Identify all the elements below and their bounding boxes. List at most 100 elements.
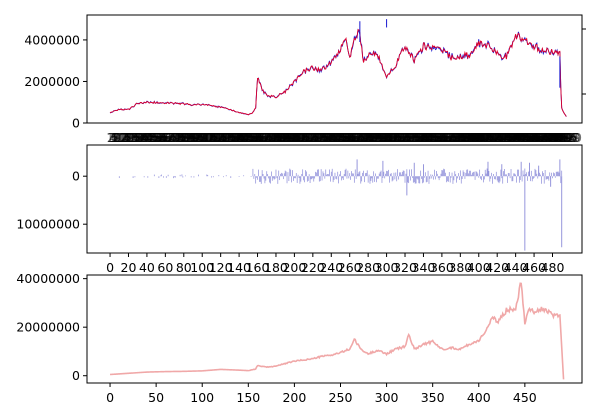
top-x-tick-label: 322 — [394, 130, 418, 145]
top-x-tick-label: 382 — [449, 130, 473, 145]
top-x-tick-label: 114 — [202, 130, 226, 145]
top-x-tick-label: 211 — [292, 130, 316, 145]
top-x-tick-label: 279 — [354, 130, 378, 145]
top-x-tick-label: 217 — [297, 130, 321, 145]
top-x-tick-label: 212 — [293, 130, 317, 145]
top-x-tick-label: 101 — [190, 130, 214, 145]
top-x-tick-label: 223 — [303, 130, 327, 145]
top-x-tick-label: 22 — [121, 130, 137, 145]
top-x-tick-label: 318 — [390, 130, 414, 145]
top-x-tick-label: 347 — [417, 130, 441, 145]
top-x-tick-label: 268 — [344, 130, 368, 145]
top-x-tick-label: 488 — [547, 130, 571, 145]
top-x-tick-label: 314 — [387, 130, 411, 145]
top-x-tick-label: 147 — [233, 130, 257, 145]
top-x-tick-label: 289 — [364, 130, 388, 145]
top-x-tick-label: 83 — [178, 130, 194, 145]
top-x-tick-label: 235 — [314, 130, 338, 145]
bottom-series-group — [109, 282, 565, 380]
top-x-tick-label: 122 — [210, 130, 234, 145]
top-x-tick-label: 301 — [375, 130, 399, 145]
middle-x-tick-label: 460 — [522, 260, 546, 275]
top-x-tick-label: 417 — [482, 130, 506, 145]
top-x-tick-label: 373 — [441, 130, 465, 145]
top-y-ticks: 0 2000000 4000000 — [24, 32, 87, 131]
top-x-tick-label: 73 — [168, 130, 184, 145]
top-x-tick-label: 421 — [485, 130, 509, 145]
top-x-tick-label: 283 — [358, 130, 382, 145]
top-x-tick-label: 248 — [326, 130, 350, 145]
bottom-x-ticks: 0 50 100 150 200 250 300 350 400 450 — [106, 383, 537, 405]
top-x-tick-label: 127 — [214, 130, 238, 145]
top-x-tick-label: 56 — [153, 130, 169, 145]
top-x-tick-label: 52 — [149, 130, 165, 145]
top-x-tick-label: 346 — [416, 130, 440, 145]
top-x-tick-label: 424 — [488, 130, 512, 145]
cumulative-line — [109, 282, 565, 380]
top-x-tick-label: 168 — [252, 130, 276, 145]
top-x-tick-label: 481 — [541, 130, 565, 145]
bottom-x-tick-label: 150 — [236, 390, 260, 405]
top-x-tick-label: 215 — [295, 130, 319, 145]
bottom-y-ticks: 0 20000000 40000000 — [16, 271, 87, 383]
top-x-tick-label: 213 — [294, 130, 318, 145]
top-x-tick-label: 186 — [269, 130, 293, 145]
top-x-tick-label: 132 — [219, 130, 243, 145]
top-x-tick-label: 62 — [158, 130, 174, 145]
top-x-tick-label: 28 — [127, 130, 143, 145]
top-x-tick-label: 82 — [177, 130, 193, 145]
middle-x-tick-label: 20 — [121, 260, 137, 275]
top-x-tick-label: 129 — [216, 130, 240, 145]
top-x-tick-label: 33 — [132, 130, 148, 145]
top-x-tick-label: 345 — [415, 130, 439, 145]
top-x-tick-label: 395 — [461, 130, 485, 145]
top-x-tick-label: 261 — [338, 130, 362, 145]
top-x-tick-label: 344 — [414, 130, 438, 145]
top-x-tick-label: 264 — [341, 130, 365, 145]
top-x-tick-label: 238 — [317, 130, 341, 145]
top-x-tick-label: 195 — [277, 130, 301, 145]
top-x-tick-label: 85 — [180, 130, 196, 145]
top-x-tick-label: 334 — [405, 130, 429, 145]
top-x-tick-label: 364 — [433, 130, 457, 145]
top-x-tick-label: 151 — [236, 130, 260, 145]
top-x-tick-label: 184 — [267, 130, 291, 145]
top-x-tick-label: 47 — [144, 130, 160, 145]
top-x-tick-label: 105 — [194, 130, 218, 145]
top-x-tick-label: 191 — [273, 130, 297, 145]
top-x-tick-label: 499 — [557, 130, 581, 145]
top-x-tick-label: 153 — [238, 130, 262, 145]
middle-x-tick-label: 260 — [338, 260, 362, 275]
top-x-tick-label: 38 — [136, 130, 152, 145]
top-x-tick-label: 439 — [502, 130, 526, 145]
top-x-tick-label: 71 — [167, 130, 183, 145]
top-x-tick-label: 403 — [469, 130, 493, 145]
top-x-tick-label: 131 — [218, 130, 242, 145]
top-x-tick-label: 418 — [483, 130, 507, 145]
top-x-tick-label: 394 — [460, 130, 484, 145]
middle-x-tick-label: 280 — [356, 260, 380, 275]
top-x-tick-label: 336 — [407, 130, 431, 145]
top-x-tick-label: 500 — [558, 130, 582, 145]
top-x-tick-label: 34 — [133, 130, 149, 145]
top-x-tick-label: 3 — [108, 130, 116, 145]
top-x-tick-label: 155 — [240, 130, 264, 145]
top-x-tick-label: 363 — [432, 130, 456, 145]
top-x-tick-label: 485 — [544, 130, 568, 145]
top-x-tick-label: 227 — [306, 130, 330, 145]
top-x-tick-label: 245 — [323, 130, 347, 145]
top-x-tick-label: 242 — [320, 130, 344, 145]
top-x-tick-label: 284 — [359, 130, 383, 145]
top-x-tick-label: 262 — [339, 130, 363, 145]
top-x-tick-label: 312 — [385, 130, 409, 145]
top-x-tick-label: 135 — [222, 130, 246, 145]
top-x-tick-label: 266 — [342, 130, 366, 145]
top-x-tick-label: 139 — [225, 130, 249, 145]
top-x-tick-label: 162 — [247, 130, 271, 145]
top-x-tick-label: 381 — [448, 130, 472, 145]
top-x-tick-label: 65 — [161, 130, 177, 145]
top-x-tick-label: 167 — [251, 130, 275, 145]
top-x-tick-label: 149 — [235, 130, 259, 145]
top-x-tick-label: 333 — [404, 130, 428, 145]
bottom-axes-frame — [86, 274, 583, 384]
